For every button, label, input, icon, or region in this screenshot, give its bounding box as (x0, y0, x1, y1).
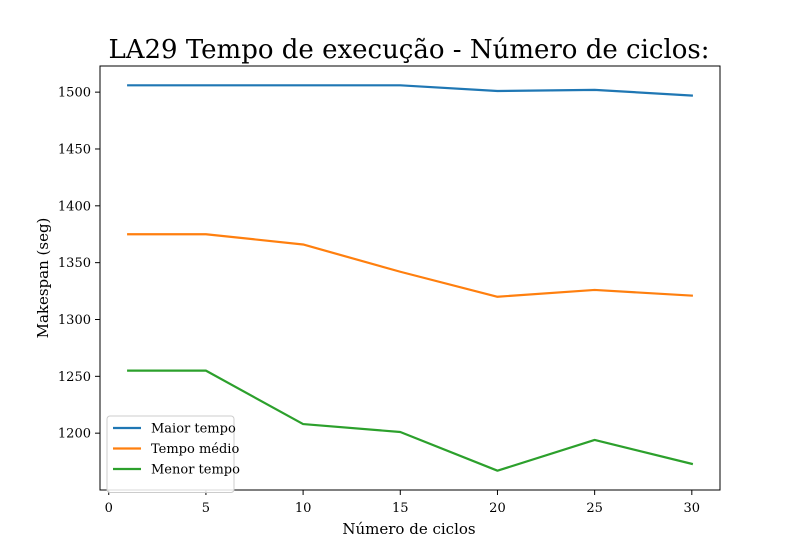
y-tick-label: 1450 (58, 142, 91, 157)
y-tick-label: 1500 (58, 86, 91, 101)
x-tick-label: 10 (295, 501, 312, 516)
legend: Maior tempo Tempo médio Menor tempo (106, 415, 240, 493)
legend-label: Maior tempo (151, 422, 236, 437)
x-tick-label: 0 (105, 501, 113, 516)
x-tick-label: 15 (392, 501, 409, 516)
series-line-menor-tempo (127, 369, 694, 472)
plot-area (127, 84, 694, 472)
legend-label: Menor tempo (151, 463, 240, 478)
x-tick-label: 20 (489, 501, 506, 516)
y-tick-label: 1200 (58, 427, 91, 442)
y-tick-label: 1300 (58, 313, 91, 328)
y-tick-label: 1350 (58, 256, 91, 271)
legend-label: Tempo médio (151, 442, 239, 457)
plot-frame (99, 65, 721, 491)
x-tick-label: 5 (202, 501, 210, 516)
x-tick-label: 30 (684, 501, 701, 516)
x-tick-label: 25 (586, 501, 603, 516)
chart-title: LA29 Tempo de execução - Número de ciclo… (108, 35, 709, 65)
series-line-maior-tempo (127, 84, 693, 97)
y-tick-label: 1400 (58, 199, 91, 214)
y-tick-label: 1250 (58, 370, 91, 385)
y-axis-label: Makespan (seg) (34, 218, 52, 339)
legend-box (106, 415, 235, 493)
x-axis-label: Número de ciclos (342, 520, 475, 538)
series-line-tempo-medio (127, 233, 693, 298)
axes: 0 5 10 15 20 25 30 1200 1250 1300 1350 1400 1450 1500 (58, 65, 721, 516)
